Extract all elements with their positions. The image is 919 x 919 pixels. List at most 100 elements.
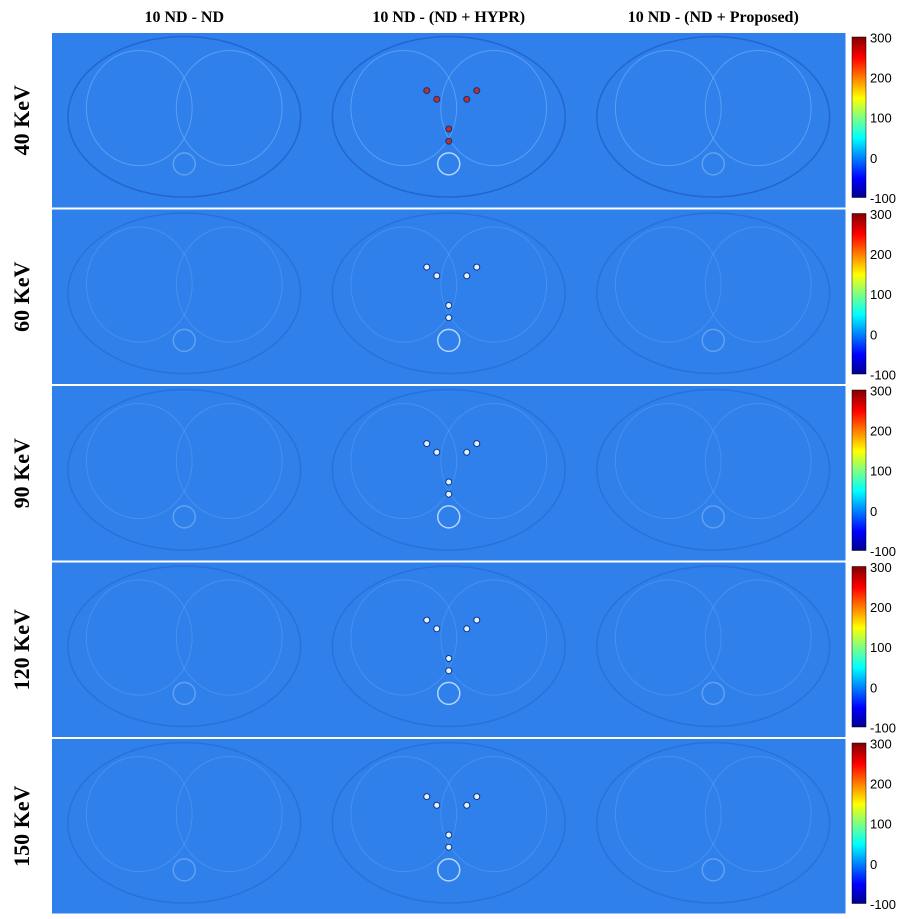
vessel	[423, 263, 431, 271]
vessel	[473, 87, 481, 95]
lung-outline	[175, 579, 283, 696]
vessel	[433, 448, 441, 456]
lung-outline	[175, 226, 283, 343]
image-panel	[52, 562, 317, 737]
lung-outline	[614, 49, 722, 167]
lung-outline	[350, 402, 458, 520]
body-outline	[67, 212, 302, 375]
body-outline	[67, 388, 302, 551]
spine	[437, 152, 461, 176]
vessel	[445, 654, 453, 662]
lung-outline	[350, 49, 458, 167]
difference-image	[581, 386, 846, 561]
lung-outline	[440, 226, 548, 343]
image-panel	[581, 386, 846, 561]
difference-image	[316, 739, 581, 914]
spine	[701, 858, 725, 882]
vessel	[463, 95, 471, 103]
vessel	[473, 616, 481, 624]
lung-outline	[614, 579, 722, 696]
body-outline	[331, 388, 566, 551]
colorbar-tick-label: 0	[870, 680, 877, 695]
image-panel	[581, 33, 846, 208]
body-outline	[67, 35, 302, 198]
image-panel	[581, 739, 846, 914]
vessel	[433, 625, 441, 633]
colorbar-tick-label: 100	[870, 640, 892, 655]
spine	[172, 152, 196, 176]
colorbar-tick-label: 0	[870, 857, 877, 872]
lung-outline	[704, 49, 812, 167]
difference-image	[581, 33, 846, 208]
colorbar-tick-label: 200	[870, 71, 892, 86]
vessel	[445, 667, 453, 675]
vessel	[463, 448, 471, 456]
colorbar-tick-label: -100	[870, 367, 896, 382]
difference-image	[581, 739, 846, 914]
vessel	[445, 478, 453, 486]
lung-outline	[175, 755, 283, 873]
colorbar-tick-label: -100	[870, 544, 896, 559]
body-outline	[67, 565, 302, 728]
colorbar-tick-label: 0	[870, 504, 877, 519]
column-title: 10 ND - (ND + Proposed)	[628, 9, 799, 26]
body-outline	[331, 565, 566, 728]
image-panel	[316, 562, 581, 737]
vessel	[423, 616, 431, 624]
colorbar	[851, 742, 867, 904]
lung-outline	[614, 226, 722, 343]
row-label: 90 KeV	[9, 438, 34, 508]
spine	[437, 858, 461, 882]
spine	[172, 681, 196, 706]
body-outline	[331, 35, 566, 198]
vessel	[423, 440, 431, 448]
vessel	[445, 490, 453, 498]
colorbar-tick-label: 0	[870, 327, 877, 342]
lung-outline	[175, 402, 283, 520]
difference-image	[581, 562, 846, 737]
lung-outline	[704, 579, 812, 696]
spine	[701, 328, 725, 353]
vessel	[463, 801, 471, 809]
image-panel	[316, 386, 581, 561]
column-title: 10 ND - ND	[144, 9, 224, 26]
difference-image	[52, 386, 317, 561]
row-label: 40 KeV	[9, 85, 34, 155]
colorbar-tick-label: 300	[870, 383, 892, 398]
colorbar-tick-label: 100	[870, 111, 892, 126]
difference-image	[316, 33, 581, 208]
spine	[437, 505, 461, 529]
lung-outline	[704, 402, 812, 520]
spine	[701, 505, 725, 529]
lung-outline	[85, 579, 193, 696]
lung-outline	[85, 402, 193, 520]
difference-image	[316, 386, 581, 561]
vessel	[433, 801, 441, 809]
colorbar-tick-label: 300	[870, 560, 892, 575]
colorbar-tick-label: 300	[870, 30, 892, 45]
vessel	[463, 625, 471, 633]
vessel	[473, 263, 481, 271]
image-panel	[581, 209, 846, 384]
body-outline	[331, 741, 566, 904]
vessel	[445, 843, 453, 851]
colorbar-tick-label: 200	[870, 600, 892, 615]
vessel	[473, 793, 481, 801]
lung-outline	[704, 226, 812, 343]
lung-outline	[440, 402, 548, 520]
colorbar-tick-label: 200	[870, 247, 892, 262]
difference-image	[316, 209, 581, 384]
difference-image	[316, 562, 581, 737]
image-panel	[52, 33, 317, 208]
body-outline	[596, 212, 831, 375]
colorbar-tick-label: 100	[870, 287, 892, 302]
body-outline	[596, 35, 831, 198]
body-outline	[596, 388, 831, 551]
colorbar-tick-label: 0	[870, 151, 877, 166]
vessel	[433, 95, 441, 103]
lung-outline	[350, 579, 458, 696]
colorbar-tick-label: 100	[870, 464, 892, 479]
image-panel	[316, 209, 581, 384]
colorbar-tick-label: 200	[870, 777, 892, 792]
